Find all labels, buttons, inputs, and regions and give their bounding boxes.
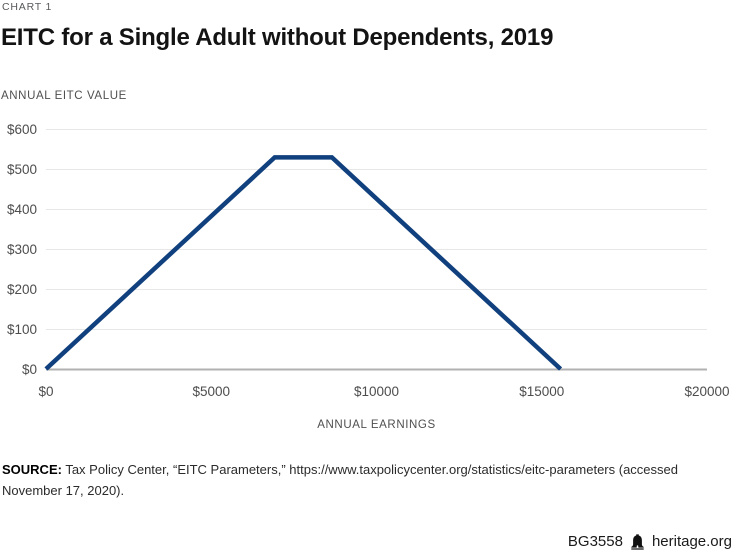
eitc-line-chart: $0 $100 $200 $300 $400 $500 $600 $0 $5000 $10000 $… <box>7 122 730 431</box>
liberty-bell-icon <box>631 533 644 550</box>
y-tick-label: $300 <box>7 242 37 257</box>
y-axis-title: ANNUAL EITC VALUE <box>1 90 127 102</box>
source-label: SOURCE: <box>2 462 62 477</box>
footer-brand: BG3558 heritage.org <box>568 533 732 550</box>
y-tick-label: $500 <box>7 162 37 177</box>
site-name: heritage.org <box>651 533 732 550</box>
y-tick-label: $0 <box>22 362 37 377</box>
y-tick-label: $400 <box>7 202 37 217</box>
x-tick-label: $10000 <box>354 384 399 399</box>
x-tick-label: $15000 <box>519 384 564 399</box>
source-note: SOURCE: Tax Policy Center, “EITC Paramet… <box>2 459 706 501</box>
x-tick-label: $20000 <box>684 384 729 399</box>
y-tick-label: $100 <box>7 322 37 337</box>
x-tick-label: $5000 <box>192 384 230 399</box>
chart-number-kicker: CHART 1 <box>2 1 53 13</box>
y-tick-label: $200 <box>7 282 37 297</box>
document-id: BG3558 <box>567 533 623 550</box>
source-text: Tax Policy Center, “EITC Parameters,” ht… <box>2 462 678 499</box>
x-axis-title: ANNUAL EARNINGS <box>317 419 436 431</box>
eitc-value-line <box>44 155 563 371</box>
x-tick-label: $0 <box>38 384 53 399</box>
y-tick-label: $600 <box>7 122 37 137</box>
chart-title: EITC for a Single Adult without Dependen… <box>1 24 554 51</box>
